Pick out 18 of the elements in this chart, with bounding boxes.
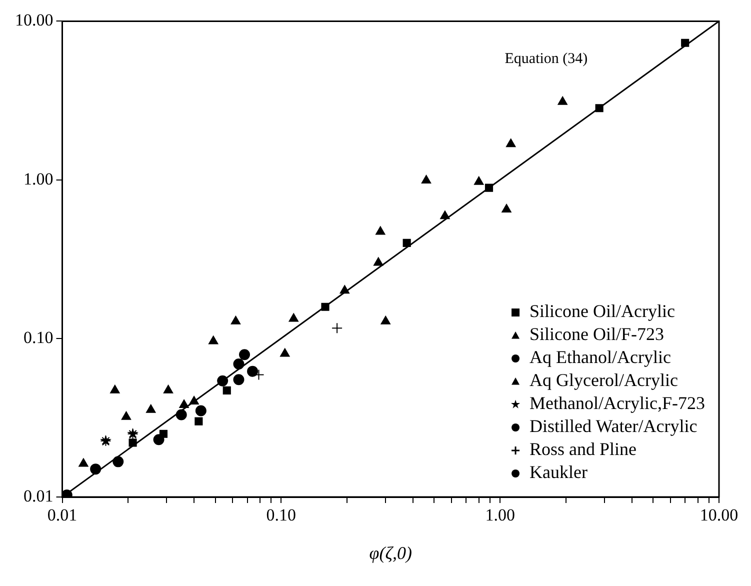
annotation: Equation (34) [504,51,588,68]
x-axis-title: φ(ζ,0) [369,542,412,563]
legend-label: Ross and Pline [530,439,637,460]
y-tick-label: 0.01 [24,486,54,506]
y-tick-label: 10.00 [15,10,54,30]
y-tick-label: 1.00 [24,169,54,188]
legend-label: Methanol/Acrylic,F-723 [530,393,706,414]
x-tick-label: 0.01 [47,506,78,525]
legend-label: Distilled Water/Acrylic [530,416,698,436]
legend-label: Aq Ethanol/Acrylic [530,347,672,368]
x-tick-label: 10.00 [700,506,738,525]
y-tick-label: 0.10 [24,328,54,347]
legend-label: Kaukler [530,462,588,482]
legend-label: Aq Glycerol/Acrylic [530,370,678,390]
x-tick-label: 0.10 [266,506,296,525]
legend-label: Silicone Oil/F-723 [530,324,664,344]
x-tick-label: 1.00 [485,506,515,525]
legend-label: Silicone Oil/Acrylic [530,301,676,322]
